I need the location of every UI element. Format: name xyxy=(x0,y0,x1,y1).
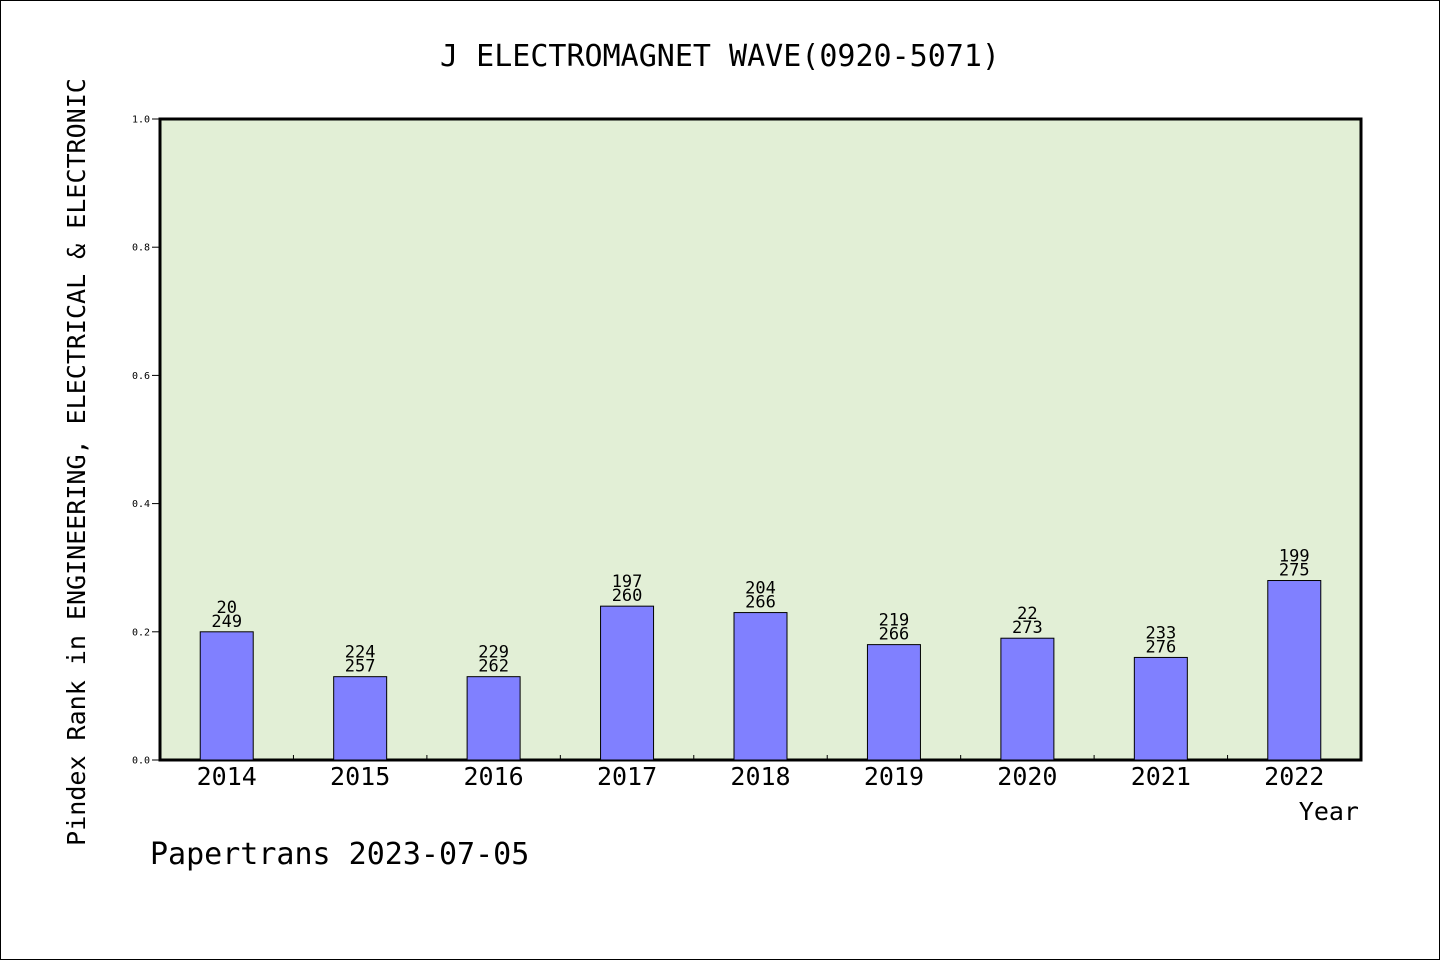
x-tick-label-2017: 2017 xyxy=(597,762,657,791)
bar-2020 xyxy=(1000,637,1055,761)
y-tick-label-0.4: 0.4 xyxy=(132,499,150,510)
x-axis: 2014 2015 2016 2017 2018 2019 2020 2021 2022 xyxy=(197,755,1324,791)
y-tick-label-0.8: 0.8 xyxy=(132,243,150,254)
bar-label-bottom-2016: 262 xyxy=(478,657,509,677)
x-axis-label: Year xyxy=(1299,797,1359,826)
chart-title: J ELECTROMAGNET WAVE(0920-5071) xyxy=(440,39,1000,74)
bar-label-top-2022: 199 xyxy=(1279,547,1310,567)
footer-credit: Papertrans 2023-07-05 xyxy=(150,837,529,872)
bar-2018 xyxy=(733,612,788,761)
bar-label-bottom-2017: 260 xyxy=(612,586,643,606)
bar-label-top-2018: 204 xyxy=(745,579,776,599)
x-tick-label-2021: 2021 xyxy=(1131,762,1191,791)
bar-label-top-2014: 20 xyxy=(216,598,236,618)
bar-label-bottom-2015: 257 xyxy=(345,657,376,677)
bar-label-bottom-2020: 273 xyxy=(1012,618,1043,638)
x-tick-label-2018: 2018 xyxy=(730,762,790,791)
x-tick-label-2016: 2016 xyxy=(464,762,524,791)
bar-2014 xyxy=(199,631,254,761)
bar-2016 xyxy=(466,676,521,761)
bar-label-top-2021: 233 xyxy=(1145,623,1176,643)
x-tick-label-2014: 2014 xyxy=(197,762,257,791)
bar-2019 xyxy=(866,644,921,761)
bar-label-bottom-2022: 275 xyxy=(1279,561,1310,581)
bar-label-top-2016: 229 xyxy=(478,643,509,663)
x-tick-label-2022: 2022 xyxy=(1264,762,1324,791)
x-tick-label-2019: 2019 xyxy=(864,762,924,791)
bar-label-bottom-2021: 276 xyxy=(1145,637,1176,657)
y-tick-label-0.6: 0.6 xyxy=(132,371,150,382)
bar-label-top-2017: 197 xyxy=(612,572,643,592)
y-tick-label-1.0: 1.0 xyxy=(132,115,150,126)
bar-label-bottom-2018: 266 xyxy=(745,593,776,613)
bars-group xyxy=(199,580,1322,761)
y-tick-label-0.0: 0.0 xyxy=(132,756,150,767)
y-axis: 0.0 0.2 0.4 0.6 0.8 1.0 xyxy=(132,115,160,767)
bar-label-bottom-2019: 266 xyxy=(879,625,910,645)
x-tick-label-2020: 2020 xyxy=(997,762,1057,791)
y-tick-label-0.2: 0.2 xyxy=(132,627,150,638)
bar-label-top-2019: 219 xyxy=(879,611,910,631)
bar-label-top-2020: 22 xyxy=(1017,604,1037,624)
y-axis-label: Pindex Rank in ENGINEERING, ELECTRICAL &… xyxy=(62,78,91,846)
bar-2022 xyxy=(1267,580,1322,761)
x-tick-label-2015: 2015 xyxy=(330,762,390,791)
bar-label-bottom-2014: 249 xyxy=(211,612,242,632)
bar-2017 xyxy=(600,605,655,761)
bar-label-top-2015: 224 xyxy=(345,643,376,663)
bar-2021 xyxy=(1133,656,1188,761)
bar-2015 xyxy=(333,676,388,761)
